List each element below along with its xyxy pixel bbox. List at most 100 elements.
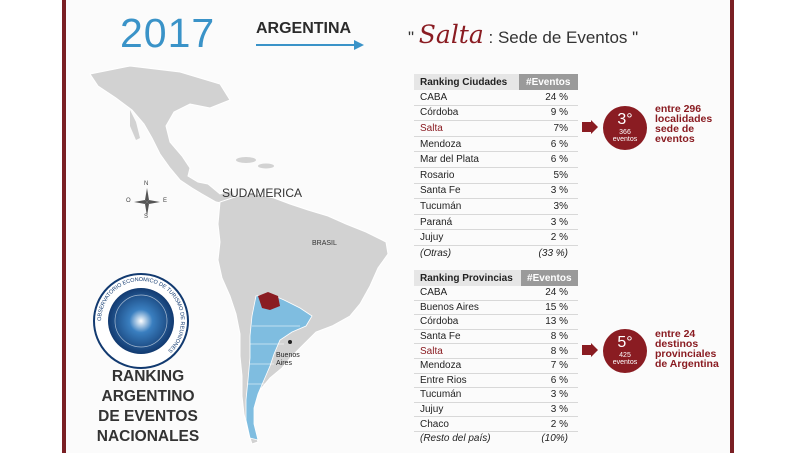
- row-name: CABA: [414, 286, 521, 301]
- provinces-note: entre 24 destinos provinciales de Argent…: [655, 328, 719, 370]
- row-value: 3%: [518, 198, 578, 215]
- row-name: Chaco: [414, 416, 521, 432]
- row-value: 3 %: [520, 387, 578, 403]
- headline-subtitle: : Sede de Eventos: [488, 28, 628, 47]
- cities-event-count: 366: [619, 129, 631, 136]
- row-value: 3 %: [518, 183, 578, 200]
- table-row: Rosario 5%: [414, 167, 578, 184]
- ranking-title-line2: ARGENTINO: [101, 388, 195, 405]
- ranking-title: RANKING ARGENTINO DE EVENTOS NACIONALES: [96, 367, 200, 447]
- row-name: Tucumán: [414, 387, 521, 403]
- cities-badge-arrow-icon: [582, 120, 598, 134]
- cities-event-unit: eventos: [612, 136, 638, 143]
- row-name: Rosario: [414, 167, 519, 184]
- row-name: Santa Fe: [414, 329, 521, 345]
- row-name: Salta: [414, 120, 519, 137]
- row-value: 5%: [518, 167, 578, 184]
- argentina-shape: [245, 293, 313, 441]
- table-row: Tucumán 3 %: [414, 387, 578, 403]
- row-name: (Resto del país): [420, 433, 491, 445]
- row-name: Mendoza: [414, 358, 521, 374]
- row-name: Paraná: [414, 214, 519, 231]
- compass-n: N: [144, 181, 149, 187]
- caribbean-island: [236, 157, 256, 163]
- row-name: Jujuy: [414, 229, 519, 246]
- cities-header-value: #Eventos: [518, 74, 578, 90]
- city-name-salta: Salta: [418, 20, 484, 49]
- cities-note-line4: eventos: [655, 133, 695, 145]
- row-value: 7%: [518, 120, 578, 137]
- cities-ranking-table: Ranking Ciudades #Eventos CABA 24 % Córdob…: [414, 74, 578, 261]
- year-title: 2017: [120, 10, 216, 56]
- country-label: ARGENTINA: [256, 20, 352, 37]
- row-value: 7 %: [520, 358, 578, 374]
- baja-peninsula: [130, 110, 140, 140]
- row-value: 2 %: [520, 416, 578, 432]
- table-row: Chaco 2 %: [414, 416, 578, 432]
- row-value: 24 %: [520, 286, 578, 301]
- cities-note: entre 296 localidades sede de eventos: [655, 103, 713, 145]
- row-name: Entre Rios: [414, 373, 521, 389]
- americas-map: [89, 65, 389, 445]
- caribbean-island: [258, 163, 274, 169]
- cities-note-line2: localidades: [655, 113, 713, 125]
- table-row: Córdoba 13 %: [414, 314, 578, 330]
- table-row: Mendoza 6 %: [414, 136, 578, 153]
- table-row: Mar del Plata 6 %: [414, 151, 578, 168]
- compass-e: E: [163, 198, 168, 204]
- table-row: Jujuy 3 %: [414, 402, 578, 418]
- row-name: Córdoba: [414, 105, 519, 122]
- north-central-america-landmass: [89, 65, 237, 205]
- row-name: (Otras): [420, 247, 452, 259]
- headline-quote: " Salta : Sede de Eventos ": [408, 20, 638, 49]
- buenos-aires-line2: Aires: [276, 360, 292, 367]
- row-value: 2 %: [518, 229, 578, 246]
- provinces-note-line4: de Argentina: [655, 358, 719, 370]
- map-label-buenos-aires: Buenos Aires: [276, 352, 300, 368]
- row-value: (33 %): [538, 247, 568, 259]
- cities-header-name: Ranking Ciudades: [414, 74, 519, 90]
- table-row: CABA 24 %: [414, 286, 578, 301]
- salta-province-highlight: [258, 292, 280, 310]
- table-row: Mendoza 7 %: [414, 358, 578, 374]
- row-value: 8 %: [520, 343, 578, 359]
- table-row: Santa Fe 8 %: [414, 329, 578, 345]
- provinces-ranking-table: Ranking Provincias #Eventos CABA 24 % Buen…: [414, 270, 578, 446]
- ranking-title-line3: DE EVENTOS: [98, 408, 198, 425]
- table-row: Entre Rios 6 %: [414, 373, 578, 389]
- observatorio-seal-logo: OBSERVATORIO ECONOMICO DE TURISMO DE REU…: [93, 273, 189, 369]
- row-name: Buenos Aires: [414, 300, 521, 316]
- provinces-rank-badge: 5° 425 eventos: [603, 329, 647, 373]
- row-value: 8 %: [520, 329, 578, 345]
- row-value: 6 %: [518, 151, 578, 168]
- row-name: CABA: [414, 90, 519, 106]
- row-name: Mar del Plata: [414, 151, 519, 168]
- table-row: Salta 7%: [414, 120, 578, 137]
- table-row: Salta 8 %: [414, 343, 578, 359]
- cities-note-line3: sede de: [655, 123, 695, 135]
- compass-rose-icon: [134, 188, 160, 216]
- ranking-title-line4: NACIONALES: [96, 428, 200, 445]
- provinces-header-value: #Eventos: [520, 270, 578, 286]
- table-row: Santa Fe 3 %: [414, 183, 578, 200]
- row-value: 3 %: [520, 402, 578, 418]
- row-name: Córdoba: [414, 314, 521, 330]
- table-row: Tucumán 3%: [414, 198, 578, 215]
- row-value: 13 %: [520, 314, 578, 330]
- right-border-bar: [730, 0, 734, 453]
- left-border-bar: [62, 0, 66, 453]
- provinces-header-name: Ranking Provincias: [414, 270, 521, 286]
- row-value: 15 %: [520, 300, 578, 316]
- compass-o: O: [126, 198, 131, 204]
- cities-note-line1: entre 296: [655, 103, 702, 115]
- provinces-note-line1: entre 24: [655, 328, 696, 340]
- compass-s: S: [144, 214, 149, 220]
- map-label-sudamerica: SUDAMERICA: [222, 186, 303, 200]
- table-row: Jujuy 2 %: [414, 229, 578, 246]
- buenos-aires-marker: [288, 340, 292, 344]
- row-name: Salta: [414, 343, 521, 359]
- table-row: Paraná 3 %: [414, 214, 578, 231]
- row-name: Mendoza: [414, 136, 519, 153]
- map-label-brasil: BRASIL: [312, 240, 337, 247]
- table-row: (Resto del país) (10%): [414, 431, 578, 445]
